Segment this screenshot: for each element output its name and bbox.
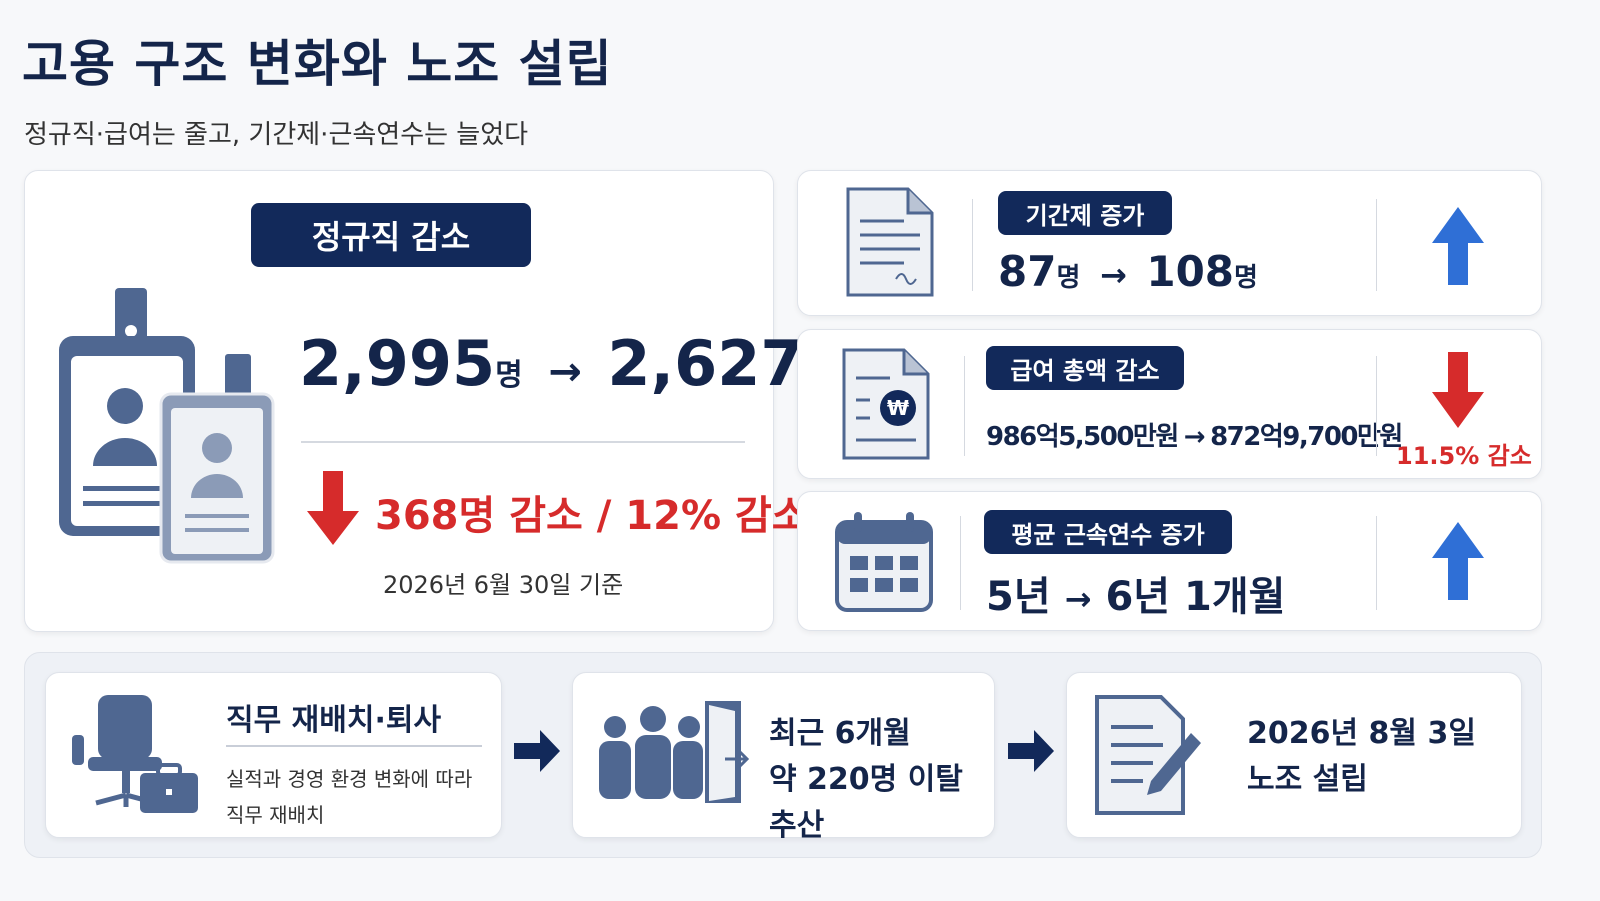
- regular-from: 2,995: [299, 327, 496, 400]
- regular-label: 정규직 감소: [251, 203, 531, 267]
- divider: [301, 441, 745, 443]
- payroll-label: 급여 총액 감소: [986, 346, 1184, 390]
- document-icon: [846, 187, 934, 297]
- regular-to: 2,627: [607, 327, 804, 400]
- flow-arrow: [514, 730, 560, 772]
- separator: [960, 516, 961, 610]
- contract-label: 기간제 증가: [998, 191, 1172, 235]
- tenure-card: 평균 근속연수 증가 5년 → 6년 1개월: [797, 491, 1542, 631]
- separator: [964, 356, 965, 456]
- regular-change-row: 2,995명 → 2,627명: [299, 327, 831, 400]
- arrow: →: [1064, 580, 1092, 618]
- separator: [972, 199, 973, 291]
- payroll-change: 11.5% 감소: [1396, 442, 1532, 470]
- tenure-change-row: 5년 → 6년 1개월: [986, 564, 1285, 622]
- id-card-icon: [59, 288, 275, 564]
- tenure-label: 평균 근속연수 증가: [984, 510, 1232, 554]
- flow-title: 직무 재배치·퇴사: [226, 703, 442, 738]
- arrow: →: [1099, 256, 1127, 294]
- document-pen-icon: [1095, 695, 1201, 815]
- up-arrow-icon: [1432, 522, 1484, 600]
- flow-line: 2026년 8월 3일: [1247, 716, 1476, 751]
- payroll-card: ₩ 급여 총액 감소 986억5,500만원 → 872억9,700만원 11.5%…: [797, 329, 1542, 479]
- regular-unit: 명: [495, 358, 523, 393]
- flow-line: 직무 재배치: [226, 803, 325, 827]
- svg-text:₩: ₩: [887, 396, 909, 420]
- subtitle: 정규직·급여는 줄고, 기간제·근속연수는 늘었다: [24, 120, 529, 150]
- contract-card: 기간제 증가 87명 → 108명: [797, 170, 1542, 316]
- regular-note: 2026년 6월 30일 기준: [383, 571, 624, 599]
- down-arrow-icon: [1432, 352, 1484, 428]
- divider: [226, 745, 482, 747]
- flow-line: 최근 6개월: [769, 716, 911, 751]
- chair-icon: [72, 695, 198, 813]
- up-arrow-icon: [1432, 207, 1484, 285]
- money-document-icon: ₩: [842, 348, 930, 460]
- tenure-from: 5년: [986, 574, 1051, 620]
- arrow: →: [1183, 422, 1206, 452]
- title: 고용 구조 변화와 노조 설립: [22, 35, 613, 93]
- tenure-to: 6년 1개월: [1105, 574, 1286, 620]
- contract-from: 87: [998, 247, 1057, 296]
- separator: [1376, 199, 1377, 291]
- regular-card: 정규직 감소 2,995명 → 2,627명 368명 감소 / 12% 감소 …: [24, 170, 831, 632]
- payroll-change-row: 986억5,500만원 → 872억9,700만원: [986, 416, 1403, 453]
- regular-change: 368명 감소 / 12% 감소: [375, 493, 809, 539]
- payroll-from: 986억5,500만원: [986, 422, 1179, 452]
- flow-line: 실적과 경영 환경 변화에 따라: [226, 767, 473, 791]
- people-exit-icon: [599, 701, 750, 803]
- arrow: →: [548, 349, 582, 395]
- flow-line: 약 220명 이탈 추산: [769, 762, 963, 843]
- contract-to: 108: [1146, 247, 1235, 296]
- contract-unit: 명: [1056, 263, 1081, 293]
- calendar-icon: [835, 512, 933, 612]
- flow-line: 노조 설립: [1247, 762, 1368, 797]
- separator: [1376, 356, 1377, 456]
- down-arrow-icon: [307, 471, 359, 545]
- contract-unit: 명: [1234, 263, 1258, 293]
- contract-change-row: 87명 → 108명: [998, 247, 1258, 296]
- flow-arrow: [1008, 730, 1054, 772]
- payroll-to: 872억9,700만원: [1210, 422, 1403, 452]
- separator: [1376, 516, 1377, 610]
